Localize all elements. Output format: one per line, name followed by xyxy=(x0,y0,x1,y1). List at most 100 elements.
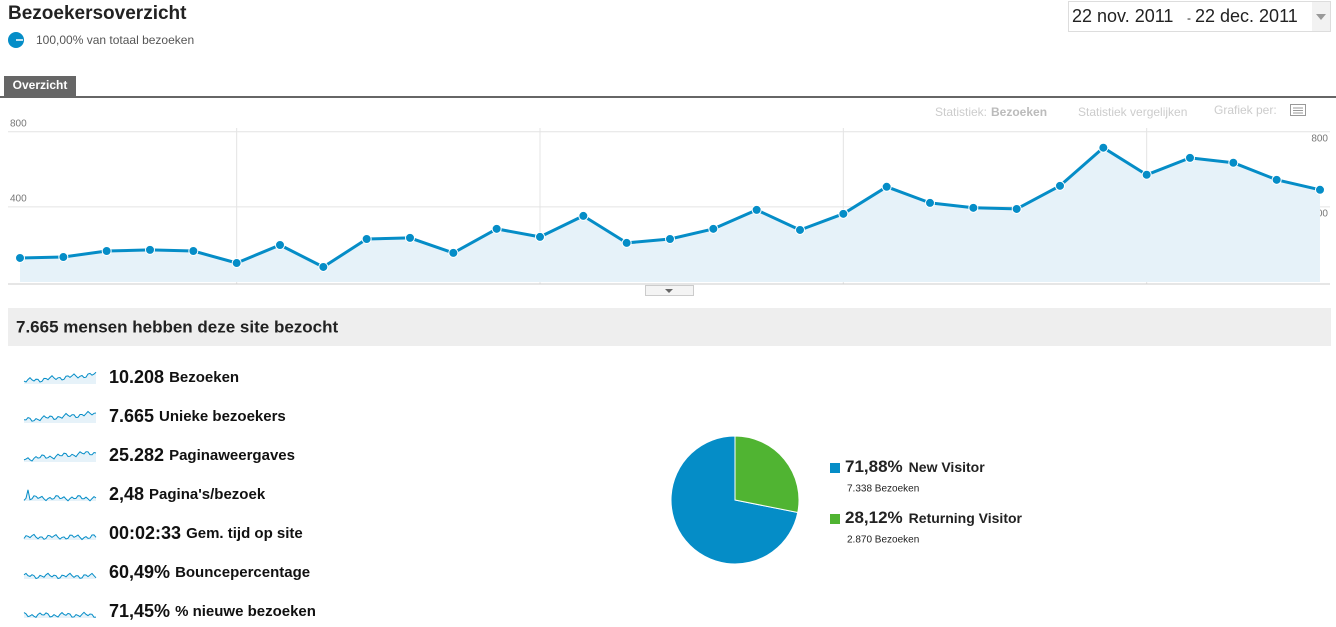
legend-entry: 28,12% Returning Visitor xyxy=(845,508,1023,527)
point[interactable] xyxy=(1055,180,1065,191)
sparkline xyxy=(23,451,97,462)
metric-value: 2,48 xyxy=(109,484,144,504)
legend-swatch xyxy=(830,514,840,524)
sparkline-area xyxy=(24,573,96,579)
date-separator: - xyxy=(1187,11,1191,25)
date-range-picker[interactable] xyxy=(1068,1,1331,32)
legend-swatch xyxy=(830,463,840,473)
y-tick-label: 400 xyxy=(10,194,27,205)
point[interactable] xyxy=(925,197,935,208)
metric-value: 60,49% xyxy=(109,562,170,582)
tab-label: Overzicht xyxy=(13,78,68,92)
page-title: Bezoekersoverzicht xyxy=(8,3,187,24)
metric-value: 25.282 xyxy=(109,445,164,465)
pie-slice[interactable] xyxy=(670,435,799,565)
point[interactable] xyxy=(708,223,719,234)
point[interactable] xyxy=(361,233,372,244)
metric-label: Unieke bezoekers xyxy=(159,408,286,425)
date-start: 22 nov. 2011 xyxy=(1072,6,1173,26)
dropdown-arrow xyxy=(1316,14,1326,20)
point[interactable] xyxy=(535,231,545,242)
sparkline xyxy=(23,533,97,541)
metric-label: Gem. tijd op site xyxy=(186,525,303,542)
legend-entry: 71,88% New Visitor xyxy=(845,457,985,476)
point[interactable] xyxy=(795,224,805,235)
metric-value: 7.665 xyxy=(109,406,154,426)
point[interactable] xyxy=(621,237,632,248)
metric-value: 71,45% xyxy=(109,601,170,621)
graph-by-icon-lines xyxy=(1293,107,1303,114)
pie-slice[interactable] xyxy=(734,435,800,514)
legend-value: 71,88% xyxy=(845,457,903,476)
point[interactable] xyxy=(1185,152,1195,163)
tab-overview[interactable] xyxy=(4,76,76,96)
point[interactable] xyxy=(1141,169,1152,180)
point[interactable] xyxy=(968,202,979,213)
point[interactable] xyxy=(838,208,849,219)
legend-detail: 2.870 Bezoeken xyxy=(847,535,919,546)
metric-label: Statistiek: xyxy=(935,105,987,119)
point[interactable] xyxy=(578,210,589,221)
point[interactable] xyxy=(1098,142,1109,153)
point[interactable] xyxy=(448,247,459,258)
y-tick-label-right: 800 xyxy=(1311,133,1328,144)
legend-detail: 7.338 Bezoeken xyxy=(847,484,919,495)
point[interactable] xyxy=(1271,174,1282,185)
metric-label: Pagina's/bezoek xyxy=(149,486,266,503)
compare-metric[interactable]: Statistiek vergelijken xyxy=(1078,105,1187,119)
line-chart: 27 nov.4 dec.11 dec.18 dec.400400800800 xyxy=(8,118,1330,284)
sparkline xyxy=(23,572,97,580)
legend-name: Returning Visitor xyxy=(909,510,1023,526)
sparkline-area xyxy=(24,534,96,540)
metrics-list: 10.208 Bezoeken 7.665 Unieke bezoekers 25.28… xyxy=(23,367,316,621)
segment-label: 100,00% van totaal bezoeken xyxy=(36,33,194,47)
point[interactable] xyxy=(188,246,199,257)
metric-value: 10.208 xyxy=(109,367,164,387)
sparkline xyxy=(23,371,97,383)
point[interactable] xyxy=(1315,184,1325,195)
area xyxy=(20,147,1320,282)
metric-row: 7.665 Unieke bezoekers xyxy=(109,406,286,426)
metric-row: 00:02:33 Gem. tijd op site xyxy=(109,523,303,543)
headline-bar xyxy=(8,308,1331,346)
point[interactable] xyxy=(491,223,502,234)
sparkline-area xyxy=(24,489,96,501)
point[interactable] xyxy=(145,244,155,255)
point[interactable] xyxy=(405,232,415,243)
metric-select[interactable]: Bezoeken xyxy=(991,105,1047,119)
pie-chart: 71,88% New Visitor 7.338 Bezoeken 28,12% Ret… xyxy=(670,435,1023,565)
point[interactable] xyxy=(751,204,762,215)
legend-value: 28,12% xyxy=(845,508,903,527)
headline: 7.665 mensen hebben deze site bezocht xyxy=(16,317,339,336)
y-tick-label: 800 xyxy=(10,118,27,129)
metric-row: 10.208 Bezoeken xyxy=(109,367,239,387)
collapse-arrow xyxy=(665,289,673,293)
metric-row: 60,49% Bouncepercentage xyxy=(109,562,310,582)
date-end: 22 dec. 2011 xyxy=(1195,6,1298,26)
metric-row: 25.282 Paginaweergaves xyxy=(109,445,295,465)
point[interactable] xyxy=(1228,157,1239,168)
point[interactable] xyxy=(881,181,892,192)
metric-label: Bezoeken xyxy=(169,369,239,386)
point[interactable] xyxy=(318,261,329,272)
point[interactable] xyxy=(101,246,112,257)
point[interactable] xyxy=(1011,203,1022,214)
sparkline xyxy=(23,611,97,618)
metric-label: % nieuwe bezoeken xyxy=(175,603,316,620)
point[interactable] xyxy=(665,233,675,244)
metric-row: 71,45% % nieuwe bezoeken xyxy=(109,601,316,621)
sparkline xyxy=(23,410,97,422)
point[interactable] xyxy=(58,252,69,263)
point[interactable] xyxy=(275,240,285,251)
metric-row: 2,48 Pagina's/bezoek xyxy=(109,484,266,504)
point[interactable] xyxy=(15,252,25,263)
legend-name: New Visitor xyxy=(909,459,986,475)
metric-label: Bouncepercentage xyxy=(175,564,310,581)
metric-value: 00:02:33 xyxy=(109,523,181,543)
graph-by-label: Grafiek per: xyxy=(1214,103,1277,117)
metric-label: Paginaweergaves xyxy=(169,447,295,464)
sparkline xyxy=(23,489,97,502)
point[interactable] xyxy=(231,258,242,269)
